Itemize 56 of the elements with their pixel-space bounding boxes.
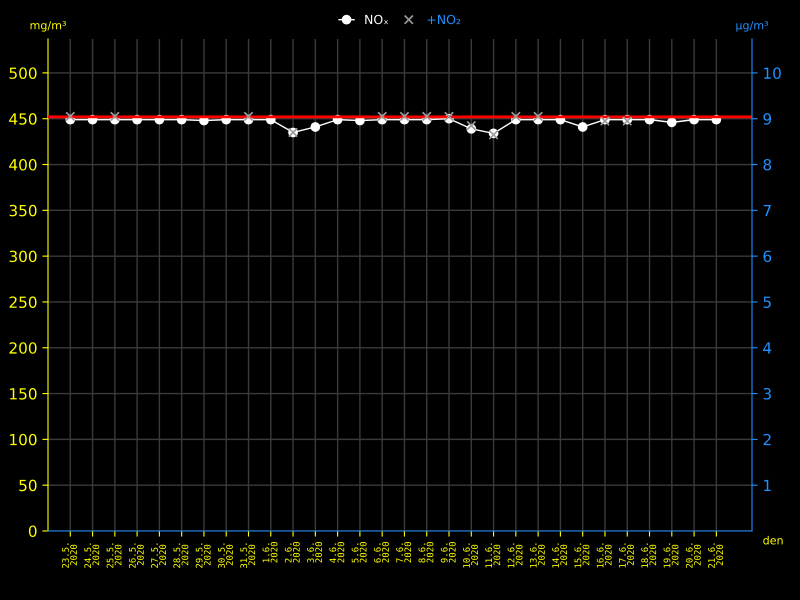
x-tick-label: 27.5. 2020: [151, 544, 166, 568]
x-tick-label: 26.5. 2020: [128, 544, 144, 568]
y-tick-label: 450: [9, 113, 37, 125]
legend-label: NOₓ: [365, 14, 388, 24]
x-tick-label: 10.6. 2020: [463, 544, 478, 568]
x-tick-label: 28.5. 2020: [173, 544, 188, 568]
x-tick-label: 31.5. 2020: [240, 544, 256, 568]
x-tick-label: 12.6. 2020: [508, 544, 523, 568]
x-tick-label: 13.6. 2020: [530, 544, 545, 568]
x-tick-label: 11.6. 2020: [485, 544, 500, 568]
x-tick-label: 9.6. 2020: [440, 542, 456, 563]
x-tick-label: 16.6. 2020: [596, 544, 612, 568]
x-tick-label: 7.6. 2020: [396, 542, 412, 563]
x-tick-label: 24.5. 2020: [84, 544, 100, 568]
y2-tick-label: 2: [764, 434, 771, 446]
x-tick-label: 3.6. 2020: [307, 542, 322, 563]
x-tick-label: 30.5. 2020: [218, 544, 233, 568]
y-tick-label: 350: [10, 204, 37, 216]
x-tick-label: 19.6. 2020: [664, 544, 678, 568]
y2-tick-label: 10: [764, 67, 781, 79]
x-tick-label: 14.6. 2020: [552, 544, 568, 568]
y2-tick-label: 5: [764, 296, 771, 308]
x-tick-label: 6.6. 2020: [374, 542, 389, 563]
x-tick-label: 18.6. 2020: [641, 544, 656, 568]
y2-tick-label: 7: [764, 204, 771, 216]
x-tick-label: 8.6. 2020: [418, 542, 434, 563]
x-tick-label: 5.6. 2020: [352, 542, 367, 563]
x-tick-label: 1.6. 2020: [262, 542, 278, 562]
y-tick-label: 250: [10, 296, 37, 308]
y-tick-label: 100: [10, 434, 37, 446]
y-tick-label: 150: [10, 388, 37, 400]
x-tick-label: 4.6. 2020: [329, 542, 344, 563]
y-tick-label: 200: [10, 342, 37, 354]
x-tick-label: 25.5. 2020: [106, 544, 122, 568]
x-tick-label: 17.6. 2020: [619, 544, 634, 568]
y2-tick-label: 3: [764, 388, 771, 400]
y2-axis-title: µg/m³: [736, 21, 768, 32]
y-tick-label: 50: [19, 480, 37, 492]
y-tick-label: 300: [10, 250, 37, 262]
x-axis-title: den: [763, 536, 783, 545]
x-tick-label: 29.5. 2020: [196, 544, 211, 568]
x-tick-label: 20.6. 2020: [686, 544, 701, 568]
x-tick-label: 2.6. 2020: [284, 542, 300, 562]
y-tick-label: 400: [9, 158, 37, 171]
y2-tick-label: 4: [763, 342, 772, 354]
y2-tick-label: 8: [763, 158, 772, 171]
y2-tick-label: 6: [763, 250, 772, 262]
x-tick-label: 23.5. 2020: [62, 544, 77, 568]
y-tick-label: 500: [10, 67, 37, 79]
x-tick-label: 15.6. 2020: [574, 544, 590, 568]
y2-tick-label: 9: [763, 113, 772, 125]
legend-label: +NO₂: [428, 14, 460, 24]
y2-tick-label: 1: [764, 480, 771, 491]
x-tick-label: 21.6. 2020: [708, 544, 724, 568]
y-axis-title: mg/m³: [30, 21, 66, 32]
y-tick-label: 0: [28, 525, 37, 538]
